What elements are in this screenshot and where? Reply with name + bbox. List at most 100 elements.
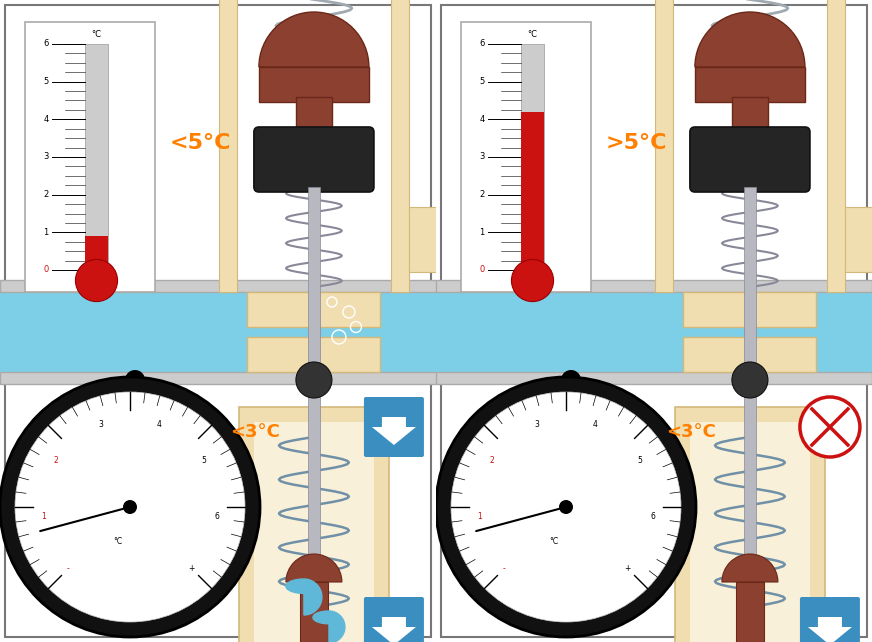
Bar: [845, 207, 872, 272]
Bar: [695, 67, 805, 102]
Text: 1: 1: [479, 228, 485, 237]
Bar: [254, 422, 374, 642]
Bar: [248, 292, 380, 327]
Text: 6: 6: [214, 512, 219, 521]
Text: 4: 4: [156, 421, 161, 429]
Bar: [655, 0, 673, 292]
Text: 0: 0: [479, 266, 485, 275]
Circle shape: [0, 377, 260, 637]
Text: 6: 6: [650, 512, 655, 521]
Text: 2: 2: [54, 456, 58, 465]
Text: 5: 5: [201, 456, 206, 465]
Polygon shape: [372, 617, 416, 642]
Text: 0: 0: [43, 266, 49, 275]
Wedge shape: [695, 12, 805, 67]
Text: 5: 5: [479, 77, 485, 86]
Circle shape: [123, 500, 137, 514]
Text: °C: °C: [528, 30, 537, 39]
Text: 3: 3: [43, 153, 49, 162]
FancyBboxPatch shape: [364, 397, 424, 457]
Bar: [690, 422, 810, 642]
Circle shape: [436, 377, 696, 637]
Text: 1: 1: [477, 512, 482, 521]
Text: °C: °C: [549, 537, 559, 546]
Bar: [219, 0, 237, 292]
Circle shape: [296, 362, 332, 398]
Circle shape: [732, 362, 768, 398]
Bar: [0, 280, 436, 292]
Text: 2: 2: [43, 190, 49, 199]
Text: <3°C: <3°C: [230, 423, 280, 441]
Text: 4: 4: [43, 115, 49, 124]
Text: 2: 2: [479, 190, 485, 199]
Polygon shape: [286, 579, 322, 615]
FancyBboxPatch shape: [254, 127, 374, 192]
Text: 6: 6: [43, 40, 49, 49]
Bar: [521, 112, 544, 270]
Wedge shape: [722, 554, 778, 582]
Bar: [732, 97, 768, 137]
FancyBboxPatch shape: [461, 22, 591, 292]
Text: >5°C: >5°C: [606, 134, 667, 153]
Bar: [684, 292, 816, 327]
Text: -: -: [503, 564, 506, 573]
Text: 3: 3: [99, 421, 104, 429]
Bar: [259, 67, 369, 102]
Text: <3°C: <3°C: [666, 423, 716, 441]
Bar: [736, 582, 764, 642]
Bar: [85, 44, 108, 270]
Text: -: -: [67, 564, 70, 573]
Circle shape: [559, 500, 573, 514]
Text: +: +: [188, 564, 194, 573]
Bar: [744, 187, 756, 592]
Bar: [300, 582, 328, 642]
Bar: [296, 97, 332, 137]
Bar: [436, 280, 872, 292]
FancyBboxPatch shape: [800, 597, 860, 642]
Bar: [436, 292, 872, 372]
Circle shape: [125, 370, 145, 390]
Bar: [248, 337, 380, 372]
Polygon shape: [808, 617, 852, 642]
Circle shape: [454, 230, 473, 250]
Circle shape: [76, 259, 118, 302]
Text: 1: 1: [41, 512, 46, 521]
Text: <5°C: <5°C: [170, 134, 231, 153]
Wedge shape: [286, 554, 342, 582]
Bar: [521, 44, 544, 270]
Text: °C: °C: [92, 30, 101, 39]
Bar: [0, 372, 436, 384]
Circle shape: [15, 392, 245, 622]
Text: 2: 2: [490, 456, 494, 465]
Circle shape: [512, 259, 554, 302]
Text: 3: 3: [535, 421, 540, 429]
Bar: [239, 407, 389, 642]
Text: °C: °C: [113, 537, 123, 546]
Text: 3: 3: [479, 153, 485, 162]
Bar: [436, 372, 872, 384]
Bar: [827, 0, 845, 292]
Text: 5: 5: [43, 77, 49, 86]
Circle shape: [442, 218, 486, 262]
Bar: [85, 236, 108, 270]
Wedge shape: [259, 12, 369, 67]
Bar: [308, 187, 320, 592]
Bar: [684, 337, 816, 372]
Bar: [675, 407, 825, 642]
Polygon shape: [372, 417, 416, 445]
Circle shape: [451, 392, 681, 622]
FancyBboxPatch shape: [690, 127, 810, 192]
Text: +: +: [624, 564, 630, 573]
Text: 1: 1: [43, 228, 49, 237]
Text: 5: 5: [637, 456, 642, 465]
Bar: [0, 292, 436, 372]
FancyBboxPatch shape: [25, 22, 155, 292]
Bar: [391, 0, 409, 292]
Circle shape: [800, 397, 860, 457]
FancyBboxPatch shape: [364, 597, 424, 642]
Text: 4: 4: [592, 421, 597, 429]
Text: 6: 6: [479, 40, 485, 49]
Polygon shape: [313, 611, 345, 642]
Text: 4: 4: [479, 115, 485, 124]
Circle shape: [561, 370, 581, 390]
